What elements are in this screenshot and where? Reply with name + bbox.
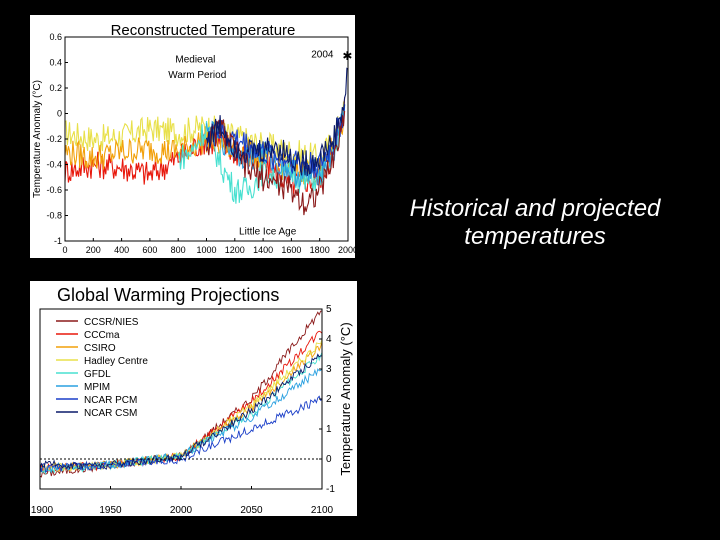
annotation-year-2004: 2004: [311, 49, 334, 60]
chart2-xtick-label: 2100: [311, 505, 334, 516]
chart1-xtick-label: 200: [86, 245, 101, 255]
legend-label-mpim: MPIM: [84, 382, 110, 393]
chart2-ylabel: Temperature Anomaly (°C): [338, 322, 353, 475]
chart1-xtick-label: 1600: [281, 245, 301, 255]
chart1-xtick-label: 2000: [338, 245, 355, 255]
global-warming-projections-chart: Global Warming Projections CCSR/NIES CCCma…: [30, 281, 357, 516]
chart1-xtick-label: 400: [114, 245, 129, 255]
legend-label-ncar_csm: NCAR CSM: [84, 408, 137, 419]
chart1-xtick-label: 1400: [253, 245, 273, 255]
legend-label-cccma: CCCma: [84, 330, 120, 341]
chart2-ytick-label: -1: [326, 484, 335, 495]
chart1-ytick-label: 0.2: [49, 83, 62, 93]
chart2-ytick-label: 3: [326, 364, 332, 375]
chart1-ytick-label: -0.2: [46, 134, 62, 144]
chart1-ytick-label: 0.4: [49, 58, 62, 68]
chart2-xtick-label: 1900: [31, 505, 54, 516]
chart1-xtick-label: 600: [142, 245, 157, 255]
chart1-ytick-label: -0.8: [46, 211, 62, 221]
chart1-ytick-label: 0: [57, 109, 62, 119]
chart2-ytick-label: 2: [326, 394, 332, 405]
annotation-medieval-line1: Medieval: [175, 55, 215, 66]
chart1-series-ncar_csm: [205, 67, 349, 177]
slide-caption: Historical and projected temperatures: [409, 195, 661, 250]
chart2-xtick-label: 2000: [170, 505, 193, 516]
chart1-xtick-label: 1000: [196, 245, 216, 255]
annotation-medieval-line2: Warm Period: [168, 70, 226, 81]
chart2-ytick-label: 1: [326, 424, 332, 435]
chart1-xtick-label: 0: [62, 245, 67, 255]
chart2-series-hadley: [39, 339, 323, 473]
chart2-series-cccma: [39, 330, 323, 473]
chart1-title: Reconstructed Temperature: [111, 22, 296, 39]
chart1-xtick-label: 1800: [310, 245, 330, 255]
annotation-little-ice-age: Little Ice Age: [239, 227, 297, 238]
chart1-xtick-label: 800: [171, 245, 186, 255]
annotation-star: ✱: [342, 49, 352, 63]
legend-label-gfdl: GFDL: [84, 369, 111, 380]
legend-label-csiro: CSIRO: [84, 343, 116, 354]
chart1-ytick-label: -0.4: [46, 160, 62, 170]
chart2-ytick-label: 5: [326, 304, 332, 315]
chart1-ytick-label: -0.6: [46, 185, 62, 195]
legend-label-hadley: Hadley Centre: [84, 356, 148, 367]
chart1-xtick-label: 1200: [225, 245, 245, 255]
chart1-ylabel: Temperature Anomaly (°C): [32, 80, 43, 198]
chart2-title: Global Warming Projections: [57, 285, 279, 305]
reconstructed-temperature-chart: Reconstructed Temperature 0.6 0.4 0.2 0 -0.2 -…: [30, 15, 358, 258]
chart2-xtick-label: 2050: [240, 505, 263, 516]
chart2-ytick-label: 0: [326, 454, 332, 465]
reconstructed-temperature-svg: Reconstructed Temperature 0.6 0.4 0.2 0 -0.2 -…: [32, 22, 358, 255]
legend-label-ncar_pcm: NCAR PCM: [84, 395, 137, 406]
chart2-ytick-label: 4: [326, 334, 332, 345]
chart2-series-ncar_pcm: [39, 395, 323, 473]
chart2-series-mpim: [39, 368, 323, 474]
chart2-series-ncar_csm: [39, 353, 323, 471]
chart1-ytick-label: -1: [54, 236, 62, 246]
chart1-series-ccsr: [205, 110, 346, 216]
chart2-frame: [39, 308, 323, 490]
legend-label-ccsr: CCSR/NIES: [84, 317, 139, 328]
chart2-xtick-label: 1950: [99, 505, 122, 516]
chart1-ytick-label: 0.6: [49, 32, 62, 42]
global-warming-projections-svg: Global Warming Projections CCSR/NIES CCCma…: [31, 285, 353, 516]
